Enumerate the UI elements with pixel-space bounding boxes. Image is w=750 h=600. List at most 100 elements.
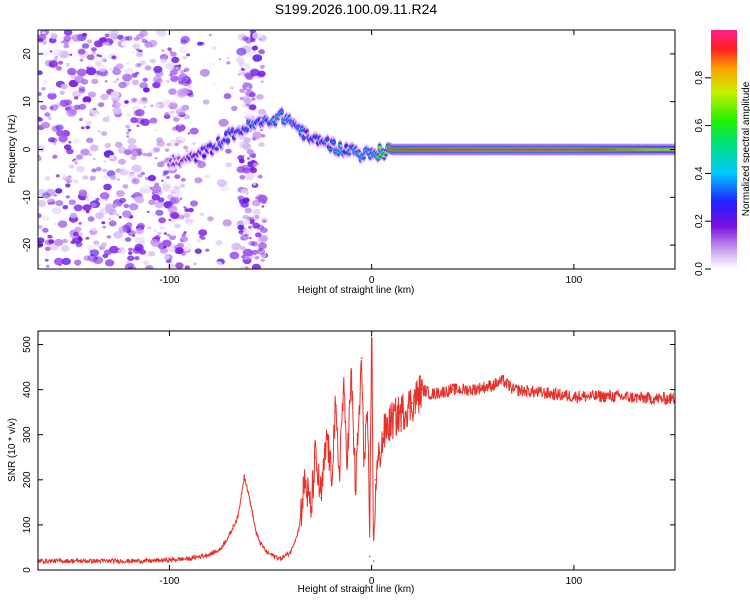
spectrogram-noise-cell [231,105,238,111]
spectrogram-noise-cell [80,148,90,156]
spectrogram-noise-cell [93,40,104,48]
spectrogram-noise-cell [41,31,46,35]
spectrogram-noise-cell [119,197,127,204]
spectrogram-noise-cell [163,170,169,175]
spectrogram-noise-cell [104,259,115,267]
spectrogram-noise-cell [103,175,109,180]
spectrogram-noise-cell [261,205,265,208]
spectrogram-noise-cell [145,265,154,269]
snr-points [38,317,675,562]
snr-point [108,560,110,562]
spectrogram-noise-cell [38,117,43,122]
snr-point [290,551,292,553]
spectrogram-noise-cell [140,118,150,126]
spectrogram-noise-cell [260,227,268,234]
snr-point [265,551,268,553]
spectrogram-noise-cell [38,142,42,147]
spectrogram-noise-cell [211,81,218,87]
spectrogram-noise-cell [131,51,135,54]
spectrogram-noise-cell [132,43,141,50]
colorbar-ticks: 0.0 0.2 0.4 0.6 0.8 [694,70,711,276]
snr-point [374,479,377,481]
snr-point [209,553,211,555]
spectrogram-noise-cell [46,198,56,206]
snr-point [371,317,373,319]
spectrogram-noise-cell [180,87,191,96]
spectrogram-ridge-cell [301,136,306,139]
snr-point [354,488,357,490]
spectrogram-ridge-cell [202,154,207,158]
spectrogram-noise-cell [236,47,247,56]
spectrogram-noise-cell [240,188,249,195]
snr-point [552,393,555,395]
spectrogram-noise-cell [106,235,112,239]
spectrogram-noise-cell [184,67,190,72]
spectrogram-noise-cell [258,242,267,250]
spectrogram-noise-cell [112,107,122,115]
spectrogram-noise-cell [147,70,152,73]
spectrogram-noise-cell [54,238,64,247]
spectrogram-noise-cell [109,68,113,71]
spectrogram-noise-cell [62,238,68,244]
spectrogram-noise-cell [53,156,57,159]
spectrogram-noise-cell [104,33,110,38]
spectrogram-noise-cell [142,152,147,157]
spectrogram-noise-cell [211,46,217,50]
spectrogram-noise-cell [97,56,106,63]
spectrogram-ridge-cell [224,132,229,135]
colorbar: 0.0 0.2 0.4 0.6 0.8 Normalized spectral ampl… [694,30,750,276]
spectrogram-noise-cell [187,85,192,88]
spectrogram-noise-cell [41,121,51,129]
spectrogram-noise-cell [183,114,190,120]
spectrogram-noise-cell [150,104,154,107]
spectrogram-noise-cell [65,62,71,67]
spectrogram-ridge-cell [344,144,349,148]
snr-point [362,456,365,459]
spectrogram-noise-cell [65,224,72,230]
spectrogram-noise-cell [216,179,227,187]
spectrogram-noise-cell [182,245,191,252]
spectrogram-noise-cell [155,65,161,70]
snr-point [237,515,239,517]
spectrogram-noise-cell [115,206,122,211]
spectrogram-noise-cell [41,40,48,45]
spectrogram-noise-cell [104,125,112,131]
spectrogram-noise-cell [183,145,189,150]
spectrogram-noise-cell [251,241,259,247]
spectrogram-noise-cell [257,108,267,116]
spectrogram-noise-cell [135,227,144,235]
spectrogram-noise-cell [161,38,166,42]
spectrogram-noise-cell [154,103,161,109]
snr-point [532,391,535,393]
spectrogram-noise-cell [51,207,62,215]
spectrogram-noise-cell [177,33,184,38]
snr-point [391,420,393,423]
spectrogram-noise-cell [148,251,156,257]
spectrogram-noise-cell [95,197,100,202]
spectrogram-noise-cell [38,38,44,43]
spectrogram-noise-cell [134,196,145,204]
snr-x-tick-label: -100 [159,576,179,587]
spectrogram-noise-cell [148,39,158,47]
spectrogram-noise-cell [215,239,223,246]
figure-title: S199.2026.100.09.11.R24 [275,1,438,17]
spectrogram-y-tick-label: 0 [22,146,33,152]
spectrogram-noise-cell [91,51,97,55]
spectrogram-noise-cell [77,48,86,55]
spectrogram-noise-cell [72,90,81,98]
snr-y-tick-label: 300 [22,426,33,443]
snr-x-tick-label: 0 [369,576,375,587]
spectrogram-noise-cell [110,91,120,99]
spectrogram-noise-cell [177,30,184,33]
spectrogram-noise-cell [131,177,140,185]
spectrogram-noise-cell [67,67,77,76]
spectrogram-noise-cell [244,37,253,44]
spectrogram-noise-cell [113,199,120,204]
spectrogram-noise-cell [78,222,82,225]
spectrogram-noise-cell [82,32,88,37]
spectrogram-noise-cell [125,124,131,129]
spectrogram-noise-cell [47,234,53,239]
spectrogram-noise-cell [111,55,117,60]
spectrogram-noise-cell [40,57,48,63]
spectrogram-noise-cell [255,196,258,199]
